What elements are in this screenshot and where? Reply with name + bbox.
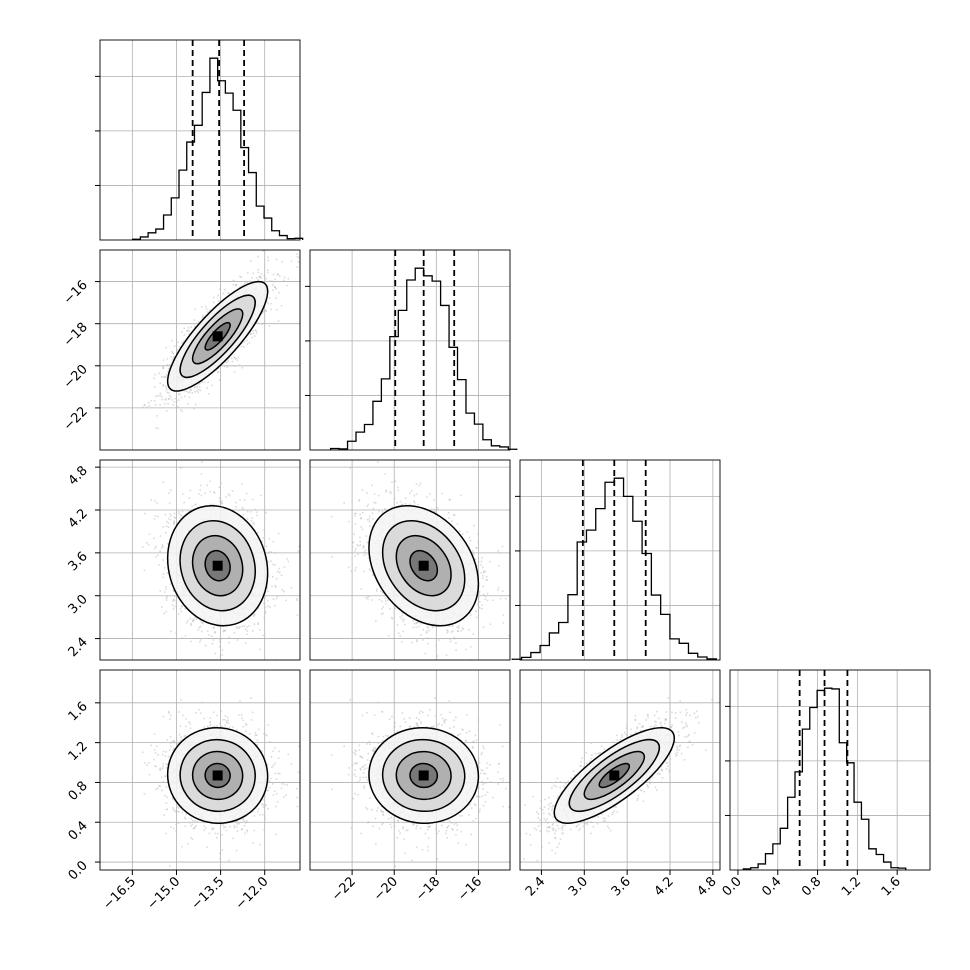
- histogram-panel-2: [305, 249, 518, 451]
- histogram-panel-1: [95, 39, 304, 241]
- contour-line-3: [395, 534, 452, 597]
- x-tick-label: 4.2: [652, 874, 677, 899]
- density-peak: [418, 770, 429, 781]
- panel-frame: [99, 669, 301, 871]
- contour-line-1: [166, 504, 269, 627]
- histogram-bars: [742, 687, 907, 870]
- y-tick-label: 4.8: [66, 463, 91, 488]
- contour-line-4: [204, 762, 231, 789]
- density-panel-3-2: [309, 459, 511, 661]
- contour-line-1: [166, 280, 269, 392]
- histogram-panel-4: [725, 669, 931, 875]
- y-tick-label: 3.0: [66, 592, 91, 617]
- contour-line-1: [553, 726, 676, 824]
- x-tick-label: −16.5: [100, 874, 139, 913]
- contour-line-1: [368, 504, 480, 627]
- panel-frame: [729, 669, 931, 871]
- x-tick-label: 3.6: [609, 874, 634, 899]
- contour-line-3: [395, 750, 452, 801]
- contour-line-3: [191, 534, 244, 597]
- density-peak: [212, 560, 223, 571]
- panel-frame: [519, 459, 721, 661]
- contour-line-3: [191, 750, 244, 801]
- density-panel-4-1: [95, 669, 301, 875]
- y-tick-label: 0.0: [66, 858, 91, 883]
- x-tick-label: 2.4: [523, 874, 548, 899]
- contour-line-2: [179, 294, 256, 379]
- x-tick-label: 1.2: [839, 874, 864, 899]
- panel-frame: [309, 249, 511, 451]
- y-tick-label: 4.2: [66, 506, 91, 531]
- x-tick-label: 1.6: [879, 874, 904, 899]
- panel-frame: [309, 459, 511, 661]
- panel-frame: [99, 39, 301, 241]
- x-tick-label: 0.4: [759, 874, 784, 899]
- contour-line-2: [381, 519, 466, 612]
- y-tick-label: 1.6: [66, 699, 91, 724]
- density-peak: [212, 331, 223, 342]
- contour-line-2: [568, 738, 661, 813]
- panel-frame: [99, 459, 301, 661]
- density-panel-4-2: [309, 669, 511, 875]
- contour-line-2: [179, 519, 256, 612]
- density-panel-4-3: [519, 669, 721, 875]
- x-tick-label: 3.0: [566, 874, 591, 899]
- contour-line-3: [191, 308, 244, 365]
- x-tick-label: 0.0: [720, 874, 745, 899]
- contour-line-4: [409, 762, 439, 789]
- y-tick-label: −18: [61, 320, 91, 350]
- y-tick-label: −20: [61, 362, 91, 392]
- contour-line-1: [368, 726, 480, 824]
- contour-line-2: [381, 738, 466, 813]
- density-peak: [609, 770, 620, 781]
- density-panel-3-1: [95, 459, 301, 661]
- x-tick-label: −13.5: [189, 874, 228, 913]
- x-tick-label: −16: [455, 874, 485, 904]
- y-tick-label: −22: [61, 404, 91, 434]
- contour-line-2: [179, 738, 256, 813]
- panel-frame: [519, 669, 721, 871]
- panel-frame: [309, 669, 511, 871]
- contour-line-3: [583, 750, 646, 801]
- contour-line-4: [409, 549, 439, 582]
- x-tick-label: −20: [371, 874, 401, 904]
- x-tick-label: −22: [329, 874, 359, 904]
- y-tick-label: 3.6: [66, 549, 91, 574]
- density-peak: [212, 770, 223, 781]
- y-tick-label: 1.2: [66, 739, 91, 764]
- x-tick-label: −12.0: [233, 874, 272, 913]
- density-peak: [418, 560, 429, 571]
- density-panel-2-1: [95, 249, 301, 451]
- contour-line-4: [204, 549, 231, 582]
- y-tick-label: 2.4: [66, 635, 91, 660]
- histogram-bars: [131, 57, 304, 240]
- x-tick-label: 0.8: [799, 874, 824, 899]
- y-tick-label: 0.8: [66, 779, 91, 804]
- y-tick-label: 0.4: [66, 818, 91, 843]
- x-tick-label: −15.0: [145, 874, 184, 913]
- contour-line-1: [166, 726, 269, 824]
- panel-frame: [99, 249, 301, 451]
- histogram-panel-3: [511, 459, 721, 661]
- x-tick-label: 4.8: [694, 874, 719, 899]
- x-tick-label: −18: [413, 874, 443, 904]
- y-tick-label: −16: [61, 278, 91, 308]
